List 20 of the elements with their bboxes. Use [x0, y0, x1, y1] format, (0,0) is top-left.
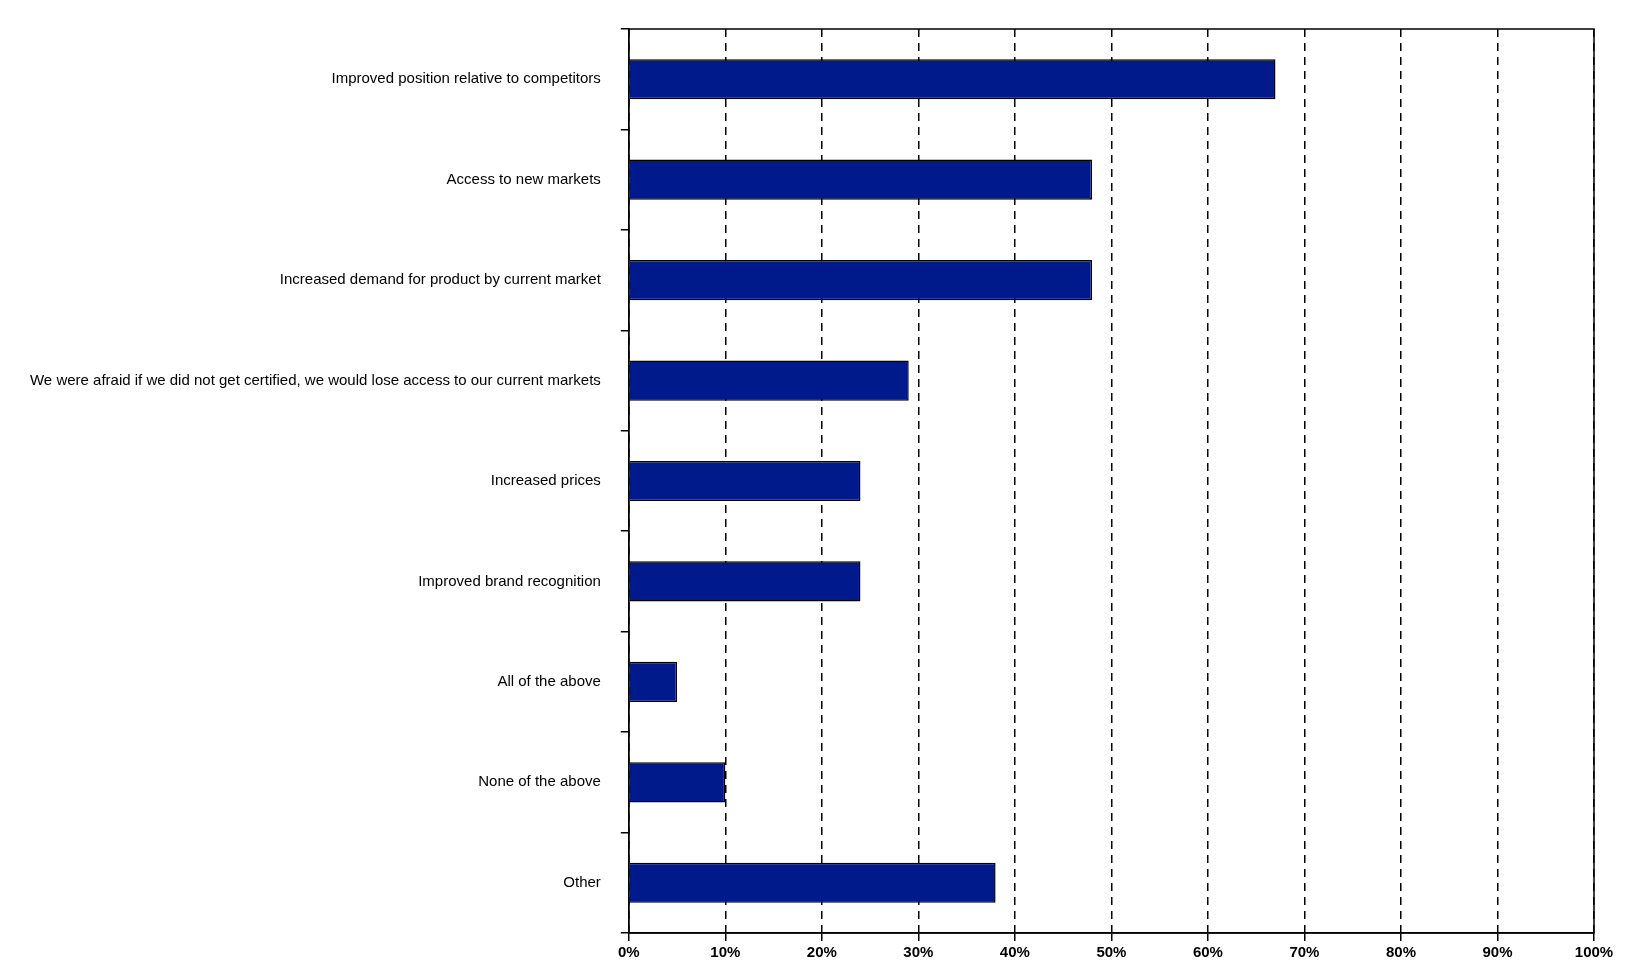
- x-tick-label: 10%: [710, 943, 741, 961]
- y-tick-label: None of the above: [478, 772, 601, 790]
- x-tick-label: 0%: [617, 943, 640, 961]
- x-tick-label: 50%: [1096, 943, 1127, 961]
- x-tick-label: 70%: [1289, 943, 1320, 961]
- x-tick-label: 20%: [806, 943, 837, 961]
- x-tick-label: 90%: [1482, 943, 1513, 961]
- x-tick-label: 40%: [999, 943, 1030, 961]
- y-tick-label: Other: [563, 872, 601, 890]
- x-tick-label: 100%: [1574, 943, 1614, 961]
- y-tick-label: Increased prices: [490, 471, 601, 489]
- y-tick-label: Access to new markets: [446, 169, 601, 187]
- y-tick-label: We were afraid if we did not get certified, we would lose access to our current markets: [29, 370, 601, 388]
- x-tick-label: 80%: [1385, 943, 1416, 961]
- x-tick-label: 60%: [1192, 943, 1223, 961]
- y-tick-label: Improved position relative to competitors: [331, 69, 601, 87]
- y-tick-label: Increased demand for product by current market: [279, 270, 602, 288]
- y-tick-label: Improved brand recognition: [418, 571, 601, 589]
- x-tick-label: 30%: [903, 943, 934, 961]
- y-tick-label: All of the above: [497, 672, 601, 690]
